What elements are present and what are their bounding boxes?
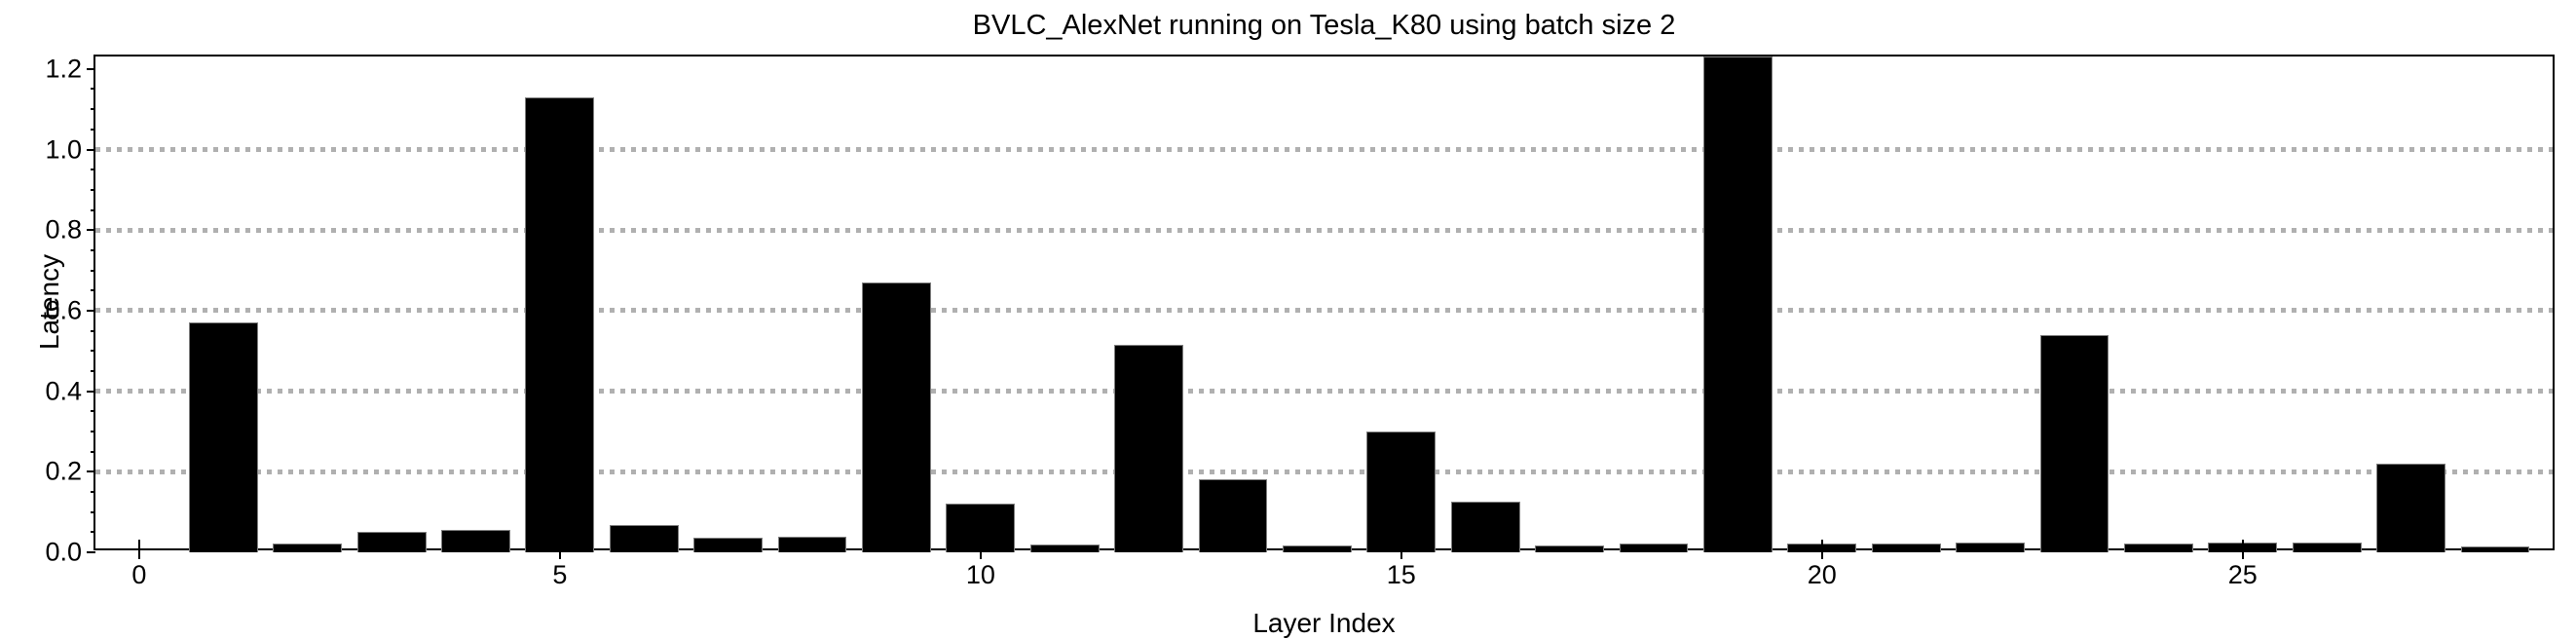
bar [356, 531, 427, 552]
bar [2123, 544, 2193, 552]
y-tick [87, 390, 95, 393]
bar [609, 524, 679, 552]
bar [1450, 501, 1520, 552]
bar [1702, 56, 1773, 552]
y-minor-tick [91, 88, 95, 91]
y-tick [87, 148, 95, 151]
bar [273, 544, 343, 552]
x-tick-label: 0 [131, 560, 147, 589]
y-minor-tick [91, 289, 95, 292]
bar [2460, 545, 2530, 552]
y-tick-label: 1.2 [45, 54, 82, 84]
bar [1029, 545, 1100, 552]
y-tick [87, 309, 95, 312]
x-tick-label: 25 [2227, 560, 2258, 589]
x-tick [1820, 540, 1823, 559]
y-tick-label: 0.4 [45, 376, 82, 406]
y-tick [87, 67, 95, 70]
bar [441, 529, 510, 552]
y-tick [87, 551, 95, 553]
x-tick-label: 20 [1807, 560, 1837, 589]
y-minor-tick [91, 450, 95, 453]
y-tick-label: 0.0 [45, 537, 82, 567]
x-tick [979, 540, 982, 559]
y-minor-tick [91, 269, 95, 272]
y-minor-tick [91, 128, 95, 131]
bar [1114, 345, 1184, 552]
y-minor-tick [91, 510, 95, 513]
bar [1619, 544, 1689, 552]
y-minor-tick [91, 208, 95, 211]
y-minor-tick [91, 329, 95, 332]
bar [2292, 543, 2362, 552]
x-tick [2241, 540, 2244, 559]
bar [2376, 464, 2445, 552]
x-tick-label: 15 [1386, 560, 1416, 589]
bar [693, 537, 764, 552]
y-minor-tick [91, 188, 95, 191]
bar [1535, 545, 1604, 552]
h-gridline [95, 389, 2553, 395]
y-axis-label: Latency [34, 253, 65, 351]
x-tick [137, 540, 140, 559]
y-tick [87, 470, 95, 473]
y-tick-label: 1.0 [45, 134, 82, 164]
bar [1871, 543, 1941, 552]
y-minor-tick [91, 248, 95, 251]
bar [777, 536, 847, 552]
chart-title: BVLC_AlexNet running on Tesla_K80 using … [972, 10, 1676, 41]
bar [1366, 431, 1437, 552]
h-gridline [95, 227, 2553, 233]
x-tick-label: 10 [965, 560, 995, 589]
bar [1956, 542, 2025, 552]
y-minor-tick [91, 490, 95, 493]
y-tick-label: 0.8 [45, 214, 82, 244]
x-axis-label: Layer Index [1252, 608, 1396, 638]
y-tick-label: 0.2 [45, 456, 82, 486]
y-minor-tick [91, 350, 95, 353]
y-minor-tick [91, 369, 95, 372]
h-gridline [95, 308, 2553, 314]
y-minor-tick [91, 108, 95, 111]
x-tick [1400, 540, 1402, 559]
bar [862, 282, 931, 552]
h-gridline [95, 147, 2553, 152]
x-tick [558, 540, 561, 559]
y-minor-tick [91, 410, 95, 413]
bar [525, 96, 595, 552]
bar [1198, 478, 1268, 552]
h-gridline [95, 469, 2553, 474]
y-minor-tick [91, 430, 95, 432]
plot-area: 0.0 0.2 0.4 0.6 0.8 1.0 1.2 0 5 10 15 20 25 [45, 55, 2555, 588]
bar [188, 322, 258, 552]
y-tick [87, 229, 95, 232]
y-minor-tick [91, 531, 95, 534]
bar [2039, 334, 2109, 552]
x-tick-label: 5 [552, 560, 568, 589]
bar [1283, 545, 1352, 552]
y-minor-tick [91, 169, 95, 171]
y-tick-label: 0.6 [45, 295, 82, 325]
